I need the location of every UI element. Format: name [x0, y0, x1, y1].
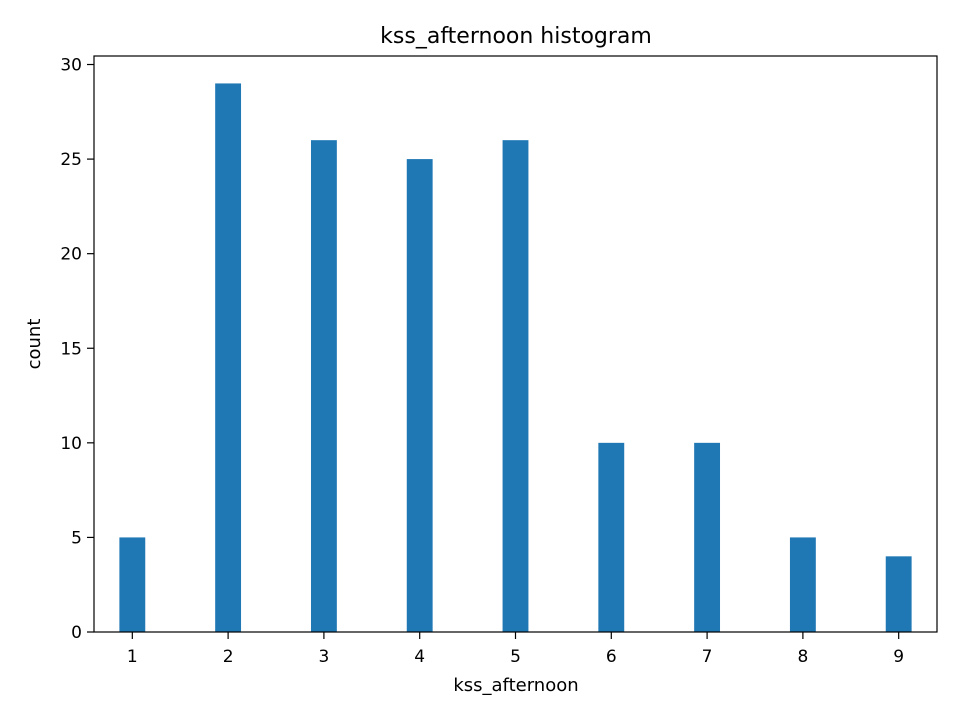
- bar-2: [215, 83, 242, 633]
- bar-7: [694, 442, 721, 632]
- x-tick-label-8: 8: [797, 647, 808, 667]
- y-axis-label: count: [24, 319, 45, 370]
- bar-3: [310, 140, 337, 632]
- bar-1: [119, 537, 146, 632]
- plot-frame: [93, 55, 938, 633]
- y-axis-ticks: 0 5 10 15 20 25 30: [60, 56, 94, 643]
- x-tick-label-2: 2: [223, 647, 234, 667]
- x-axis-ticks: 1 2 3 4 5 6 7 8 9: [127, 632, 904, 667]
- x-tick-label-5: 5: [510, 647, 521, 667]
- x-tick-label-4: 4: [414, 647, 425, 667]
- x-tick-label-3: 3: [318, 647, 329, 667]
- y-tick-label-10: 10: [60, 434, 82, 454]
- y-tick-label-0: 0: [71, 623, 82, 643]
- y-tick-label-5: 5: [71, 528, 82, 548]
- y-tick-label-25: 25: [60, 150, 82, 170]
- x-tick-label-6: 6: [606, 647, 617, 667]
- x-tick-label-7: 7: [702, 647, 713, 667]
- chart-title: kss_afternoon histogram: [380, 24, 652, 49]
- bar-4: [406, 159, 433, 632]
- bars-group: [119, 83, 912, 633]
- x-tick-label-9: 9: [893, 647, 904, 667]
- y-tick-label-15: 15: [60, 339, 82, 359]
- bar-5: [502, 140, 529, 632]
- y-tick-label-20: 20: [60, 245, 82, 265]
- bar-8: [789, 537, 816, 632]
- y-tick-label-30: 30: [60, 56, 82, 76]
- bar-6: [598, 442, 625, 632]
- bar-9: [885, 556, 912, 632]
- x-tick-label-1: 1: [127, 647, 138, 667]
- x-axis-label: kss_afternoon: [453, 675, 578, 696]
